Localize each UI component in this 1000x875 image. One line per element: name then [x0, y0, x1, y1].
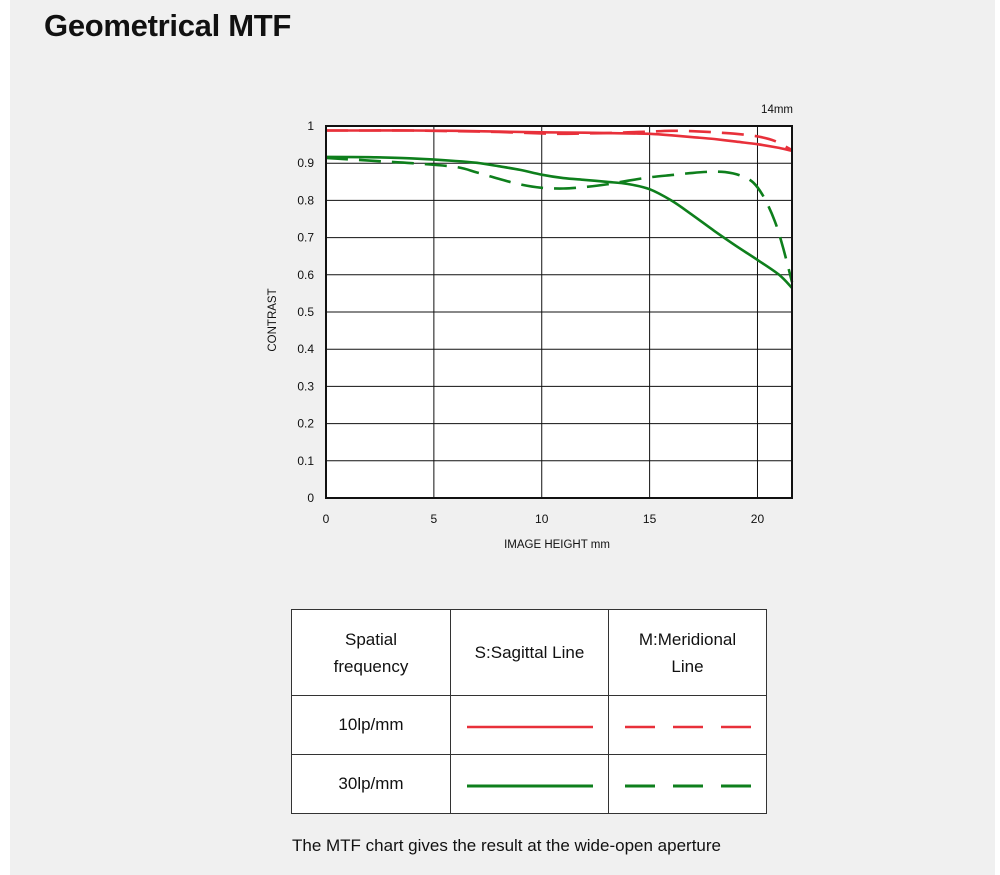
y-tick-label: 0.6	[297, 268, 314, 282]
y-tick-label: 0.5	[297, 305, 314, 319]
legend-sample-cell	[450, 695, 609, 755]
y-tick-label: 0.1	[297, 454, 314, 468]
mtf-chart: 00.10.20.30.40.50.60.70.80.910 5 10 15 20 14…	[267, 104, 794, 551]
chart-series	[325, 129, 794, 289]
legend-header-frequency: Spatial frequency	[291, 609, 451, 696]
legend-sagittal-line-10	[466, 725, 593, 729]
legend-sample-cell	[450, 754, 609, 814]
legend-header-row: Spatial frequency S:Sagittal Line M:Meri…	[291, 609, 767, 696]
y-tick-label: 0.4	[297, 342, 314, 356]
y-tick-label: 1	[307, 119, 314, 133]
y-tick-label: 0.7	[297, 231, 314, 245]
legend-sagittal-line-30	[466, 784, 593, 788]
legend-row-label: 10lp/mm	[291, 695, 451, 755]
legend-row: 10lp/mm	[291, 695, 767, 755]
y-tick-label: 0	[307, 491, 314, 505]
legend-meridional-line-10	[624, 725, 751, 729]
y-tick-label: 0.9	[297, 156, 314, 170]
green-meridional-line	[325, 156, 794, 283]
green-sagittal-line	[325, 155, 793, 289]
x-tick-label: 10	[535, 512, 549, 526]
legend-row: 30lp/mm	[291, 754, 767, 814]
red-meridional-line	[326, 129, 793, 152]
y-axis-title: CONTRAST	[267, 288, 279, 351]
x-axis-title: IMAGE HEIGHT mm	[504, 539, 610, 551]
legend-header-meridional: M:Meridional Line	[608, 609, 767, 696]
caption: The MTF chart gives the result at the wi…	[292, 836, 721, 855]
gridlines	[325, 125, 792, 499]
page-title: Geometrical MTF	[44, 8, 291, 43]
plot-frame	[325, 125, 793, 499]
x-tick-label: 20	[751, 512, 765, 526]
legend-sample-cell	[608, 754, 767, 814]
legend-table: Spatial frequency S:Sagittal Line M:Meri…	[291, 609, 767, 814]
x-tick-label: 5	[431, 512, 438, 526]
legend-header-sagittal: S:Sagittal Line	[450, 609, 609, 696]
legend-row-label: 30lp/mm	[291, 754, 451, 814]
x-tick-label: 15	[643, 512, 657, 526]
legend-meridional-line-30	[624, 784, 751, 788]
focal-length-label: 14mm	[761, 104, 793, 116]
tick-labels: 00.10.20.30.40.50.60.70.80.910 5 10 15 20	[297, 119, 764, 526]
y-tick-label: 0.2	[297, 417, 314, 431]
x-tick-label: 0	[323, 512, 330, 526]
legend-sample-cell	[608, 695, 767, 755]
y-tick-label: 0.3	[297, 379, 314, 393]
y-tick-label: 0.8	[297, 193, 314, 207]
